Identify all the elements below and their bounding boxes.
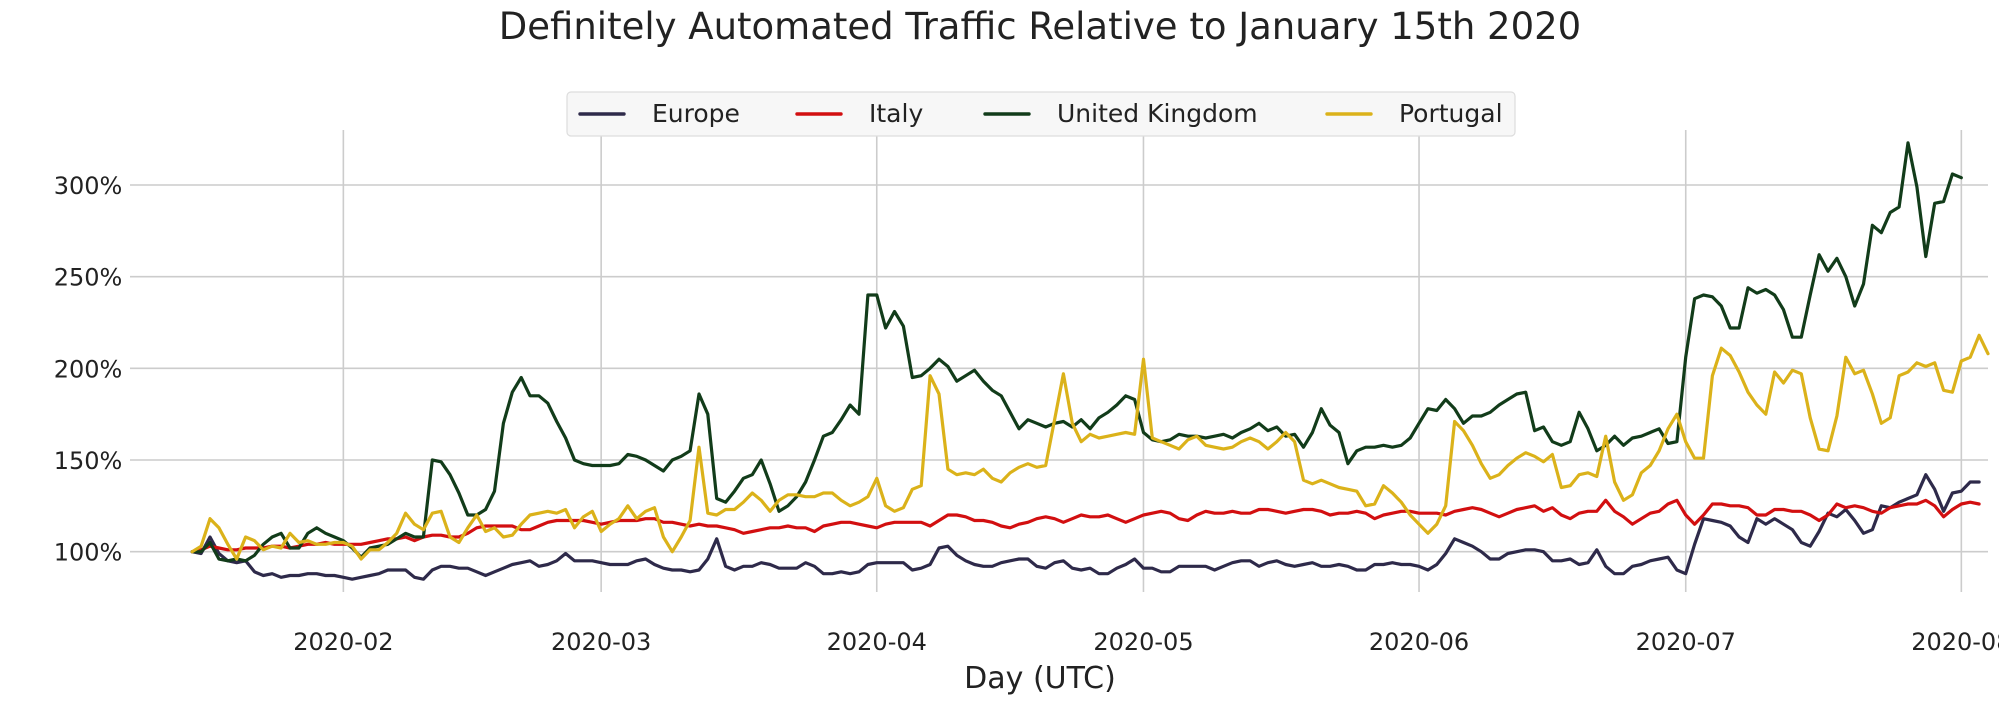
y-tick-label: 150% bbox=[54, 447, 123, 475]
y-tick-label: 100% bbox=[54, 539, 123, 567]
series-lines bbox=[190, 141, 1990, 581]
series-line-europe bbox=[190, 473, 1981, 581]
y-tick-label: 300% bbox=[54, 172, 123, 200]
series-line-italy bbox=[190, 498, 1981, 554]
chart-title: Definitely Automated Traffic Relative to… bbox=[499, 5, 1581, 48]
x-tick-label: 2020-08 bbox=[1911, 628, 1999, 656]
series-line-united-kingdom bbox=[190, 141, 1963, 563]
grid bbox=[130, 130, 1988, 592]
legend: Europe Italy United Kingdom Portugal bbox=[566, 91, 1516, 137]
legend-box bbox=[566, 91, 1516, 137]
legend-label-united-kingdom: United Kingdom bbox=[1057, 99, 1258, 128]
y-tick-label: 250% bbox=[54, 264, 123, 292]
x-tick-label: 2020-03 bbox=[551, 628, 651, 656]
tick-labels: 100% 150% 200% 250% 300% 2020-02 2020-03 2020-0… bbox=[54, 172, 1999, 656]
x-tick-label: 2020-05 bbox=[1093, 628, 1193, 656]
y-tick-label: 200% bbox=[54, 355, 123, 383]
legend-label-europe: Europe bbox=[652, 99, 740, 128]
x-tick-label: 2020-02 bbox=[293, 628, 393, 656]
legend-items: Europe Italy United Kingdom Portugal bbox=[578, 99, 1503, 128]
x-axis-label: Day (UTC) bbox=[964, 661, 1116, 696]
series-line-portugal bbox=[190, 333, 1990, 561]
x-tick-label: 2020-04 bbox=[827, 628, 927, 656]
legend-label-italy: Italy bbox=[869, 99, 923, 128]
x-tick-label: 2020-07 bbox=[1636, 628, 1736, 656]
legend-label-portugal: Portugal bbox=[1399, 99, 1503, 128]
x-tick-label: 2020-06 bbox=[1369, 628, 1469, 656]
